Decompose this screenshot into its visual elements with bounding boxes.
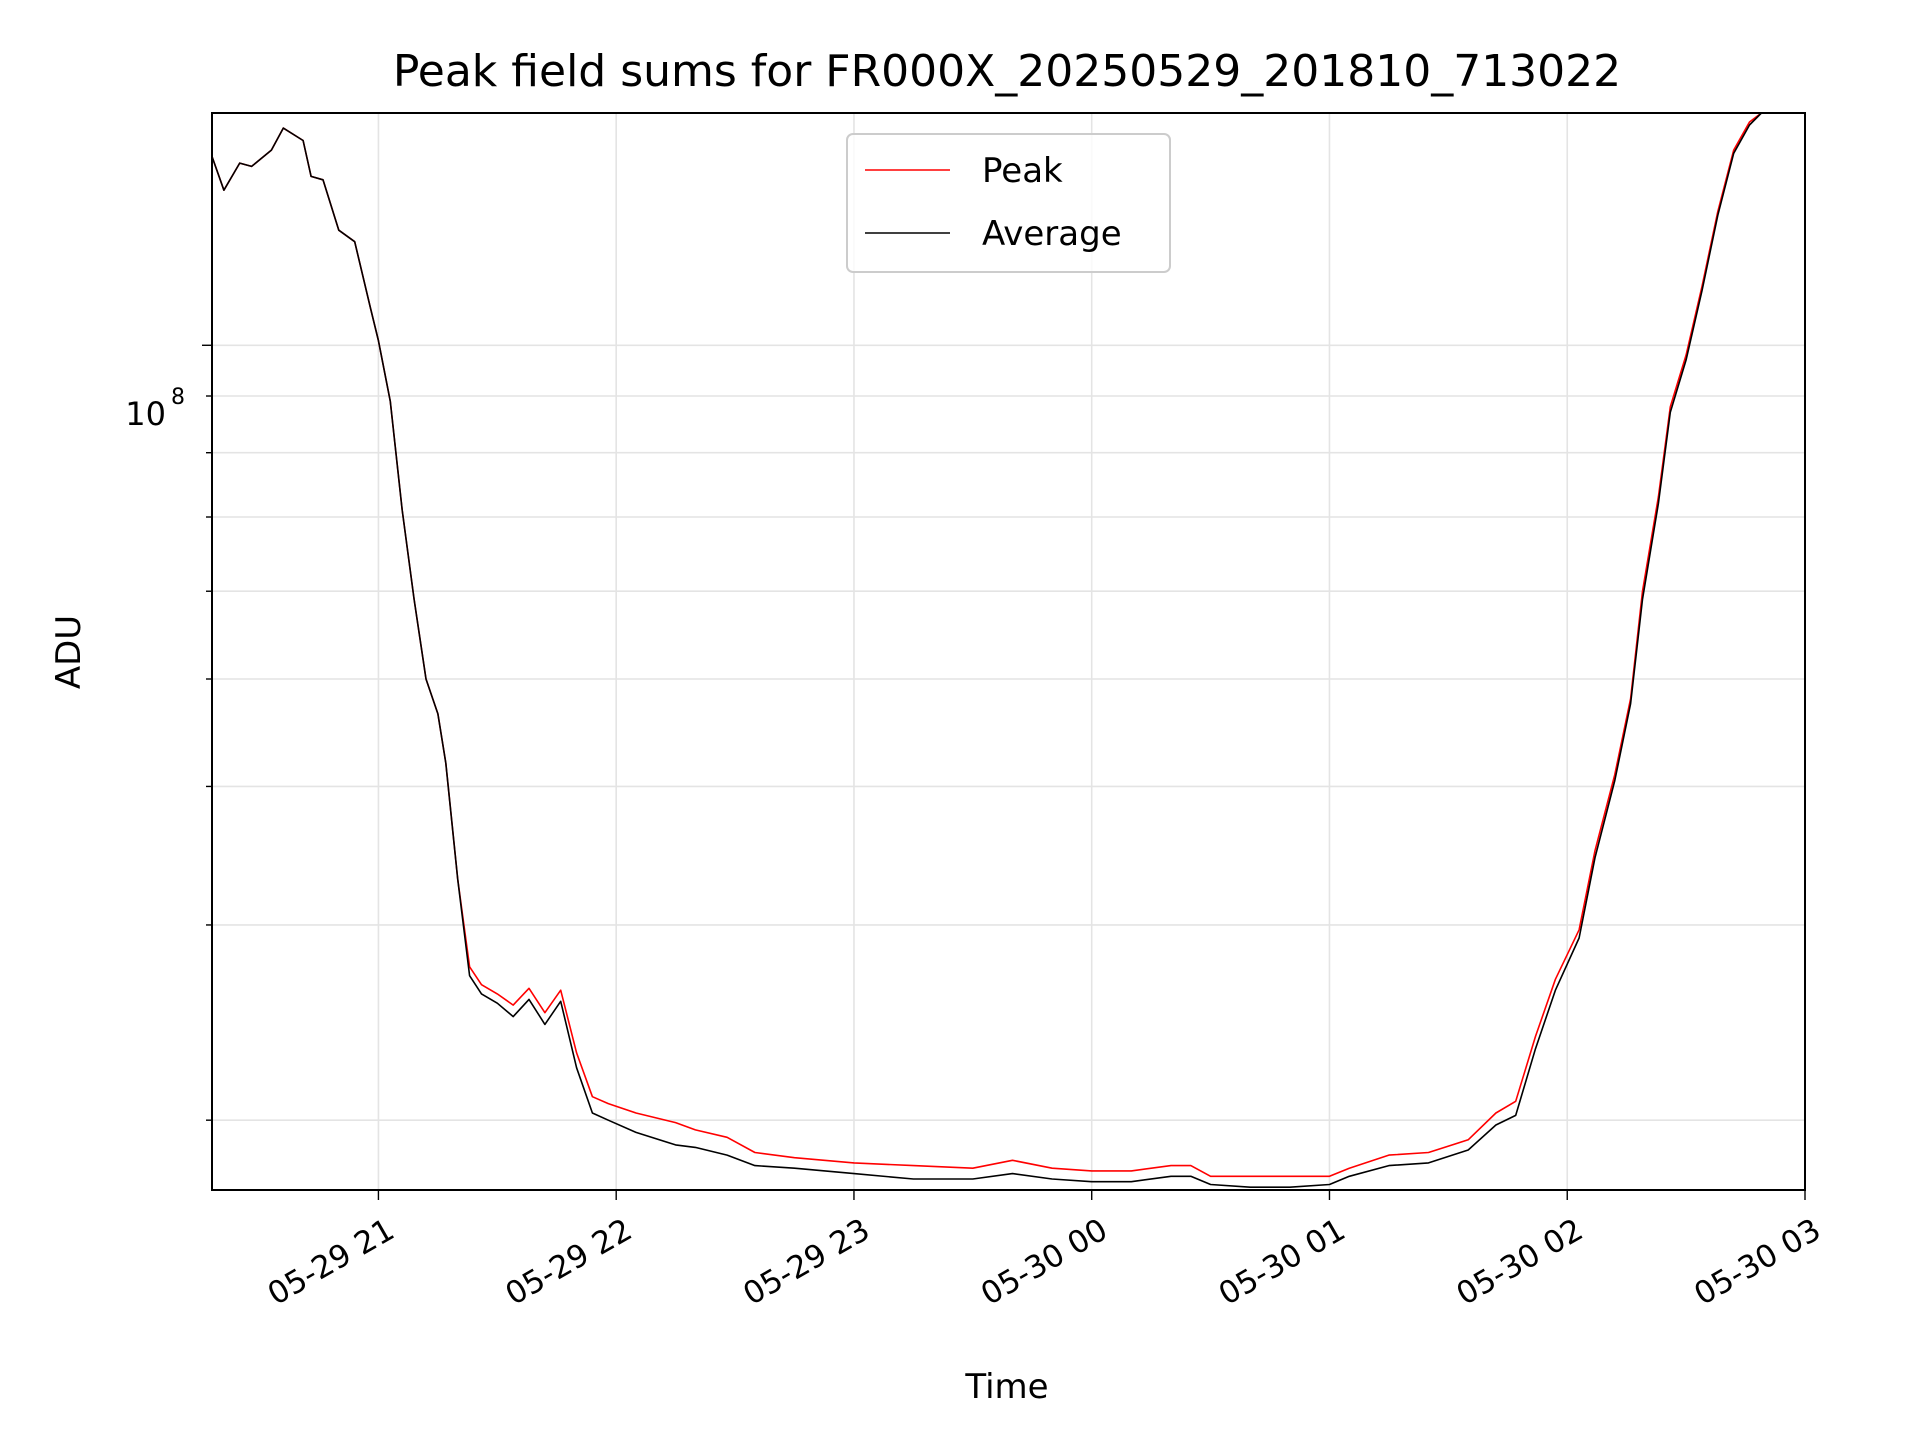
series-line-average (211, 112, 1805, 1188)
y-major-tick-label: 10 8 (125, 385, 185, 433)
series-lines (211, 112, 1805, 1188)
plot-frame (211, 112, 1806, 1191)
y-axis-label: ADU (49, 615, 89, 689)
grid-lines (212, 113, 1806, 1190)
chart-title: Peak field sums for FR000X_20250529_2018… (393, 46, 1621, 97)
legend: Peak Average (846, 133, 1171, 273)
legend-label-peak: Peak (982, 151, 1063, 191)
y-tick-label-exponent: 8 (171, 385, 185, 410)
x-axis-label: Time (964, 1367, 1048, 1407)
legend-box (846, 133, 1171, 273)
legend-label-average: Average (982, 214, 1122, 254)
y-tick-label-base: 10 (125, 395, 166, 433)
